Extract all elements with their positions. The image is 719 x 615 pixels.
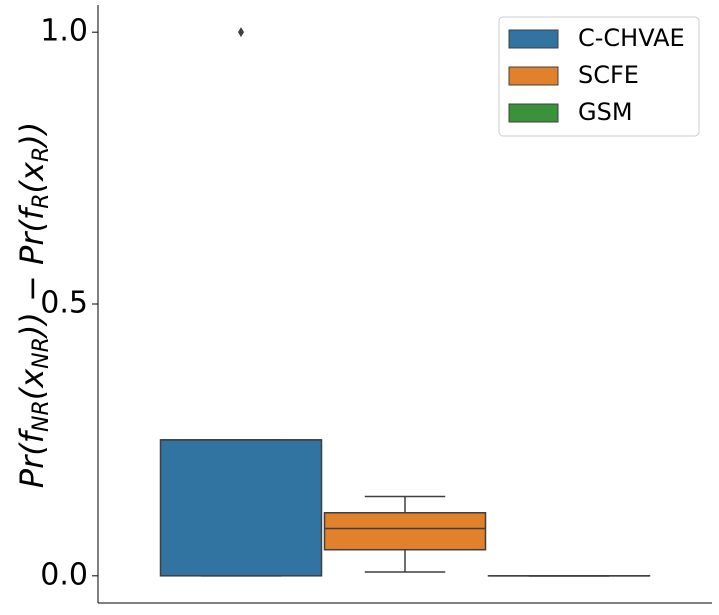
legend-swatch bbox=[508, 29, 559, 49]
y-tick-label: 1.0 bbox=[40, 14, 88, 49]
outlier bbox=[238, 27, 244, 38]
y-label-part: NR bbox=[29, 400, 54, 432]
legend-swatch bbox=[508, 66, 559, 86]
y-tick-label: 0.0 bbox=[40, 557, 88, 592]
y-axis-label: Pr(fNR(xNR)) − Pr(fR(xR)) bbox=[13, 122, 54, 488]
box bbox=[159, 439, 323, 577]
legend-label: C-CHVAE bbox=[578, 24, 685, 52]
legend-label: GSM bbox=[578, 98, 633, 126]
legend-label: SCFE bbox=[578, 61, 639, 89]
y-label-part: )) bbox=[13, 122, 51, 149]
y-label-part: (x bbox=[13, 161, 51, 193]
y-label-part: R bbox=[29, 147, 54, 162]
box bbox=[323, 512, 487, 551]
y-label-part: )) − Pr(f bbox=[13, 204, 51, 339]
y-label-part: NR bbox=[29, 337, 54, 369]
y-label-part: Pr(f bbox=[13, 427, 51, 488]
y-tick-label: 0.5 bbox=[40, 286, 88, 321]
legend-swatch bbox=[508, 103, 559, 123]
y-label-part: R bbox=[29, 193, 54, 208]
y-label-part: (x bbox=[13, 368, 51, 400]
